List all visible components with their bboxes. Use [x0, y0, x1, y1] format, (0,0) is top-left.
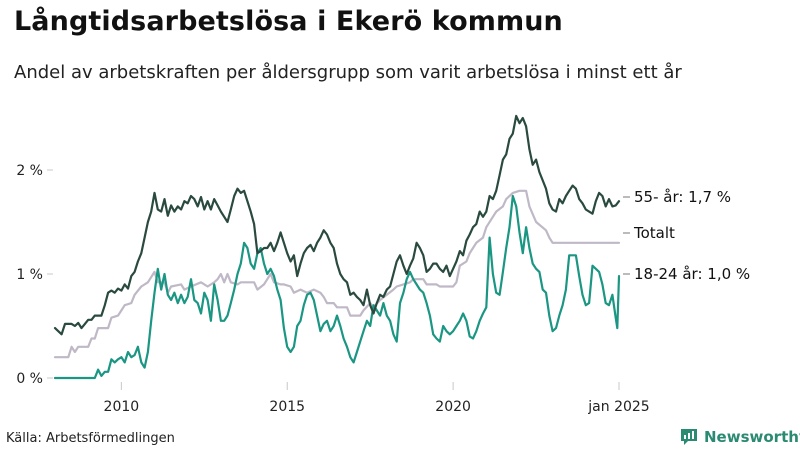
x-axis: 2010 2015 2020 jan 2025 — [104, 382, 650, 415]
brand-name: Newsworthy — [704, 428, 800, 446]
end-labels: 55- år: 1,7 % Totalt 18-24 år: 1,0 % — [623, 188, 750, 283]
y-tick-label-2: 2 % — [16, 163, 43, 179]
y-tick-label-1: 1 % — [16, 267, 43, 283]
newsworthy-logo-icon — [681, 429, 697, 445]
y-axis: 0 % 1 % 2 % — [16, 163, 53, 387]
series-line-y1824 — [53, 194, 621, 380]
x-tick-label-2: 2020 — [435, 399, 471, 415]
y-tick-label-0: 0 % — [16, 371, 43, 387]
x-tick-label-0: 2010 — [104, 399, 140, 415]
chart-title: Långtidsarbetslösa i Ekerö kommun — [14, 6, 563, 37]
brand-logo[interactable]: Newsworthy — [679, 427, 800, 447]
series-lines — [53, 114, 621, 380]
end-label-y1824: 18-24 år: 1,0 % — [634, 265, 750, 283]
x-tick-label-1: 2015 — [269, 399, 305, 415]
end-label-total: Totalt — [633, 224, 675, 242]
chart-subtitle: Andel av arbetskraften per åldersgrupp s… — [14, 62, 682, 83]
series-line-total — [53, 189, 621, 359]
end-label-s55: 55- år: 1,7 % — [634, 188, 731, 206]
source-note: Källa: Arbetsförmedlingen — [6, 431, 175, 446]
series-line-s55 — [53, 114, 621, 336]
x-tick-label-3: jan 2025 — [587, 399, 649, 415]
